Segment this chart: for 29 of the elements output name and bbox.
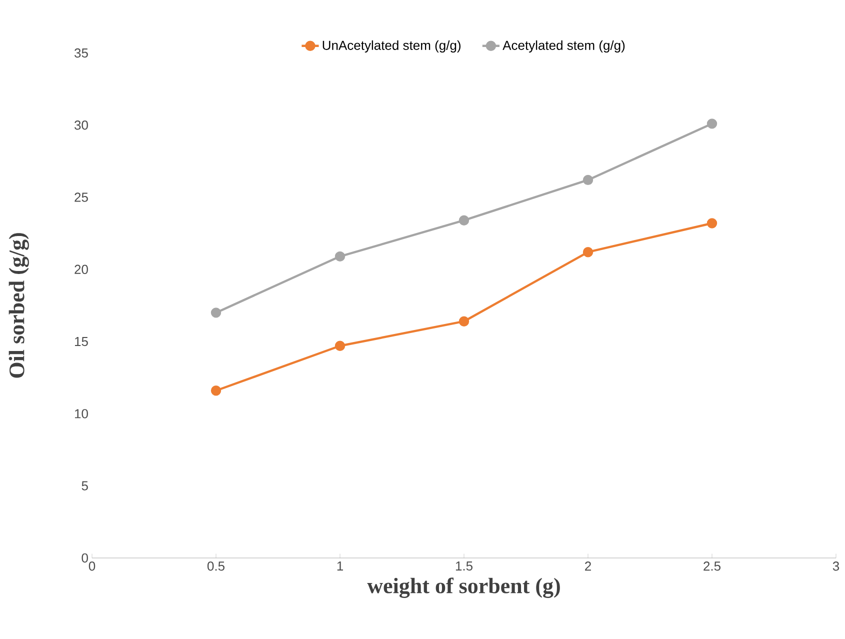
point: [706, 118, 718, 129]
point: [458, 215, 470, 226]
y-tick-label: 25: [74, 192, 88, 202]
point: [334, 340, 346, 351]
y-tick-label: 35: [74, 48, 88, 58]
point: [582, 247, 594, 258]
legend-label: Acetylated stem (g/g): [502, 40, 625, 53]
point: [210, 308, 222, 318]
y-tick-label: 20: [74, 264, 88, 274]
x-tick-label: 1: [337, 562, 343, 570]
y-tick-label: 15: [75, 337, 88, 346]
x-tick-label: 3: [832, 562, 840, 571]
point: [582, 174, 594, 186]
x-tick-label: 0: [88, 562, 96, 571]
y-axis-title: Oil sorbed (g/g): [8, 233, 29, 378]
point: [334, 251, 346, 262]
x-tick-label: 1.5: [456, 562, 472, 571]
x-tick-label: 0.5: [207, 562, 224, 571]
point: [210, 386, 222, 396]
point: [458, 316, 470, 326]
y-tick-label: 30: [74, 120, 88, 130]
x-tick-label: 2: [585, 562, 591, 571]
x-tick-label: 2.5: [704, 562, 720, 571]
y-tick-label: 0: [82, 553, 88, 563]
y-tick-label: 10: [75, 409, 88, 418]
legend-label: UnAcetylated stem (g/g): [322, 40, 460, 53]
y-tick-label: 5: [82, 481, 88, 490]
point: [706, 218, 718, 228]
x-axis-title: weight of sorbent (g): [367, 578, 560, 598]
